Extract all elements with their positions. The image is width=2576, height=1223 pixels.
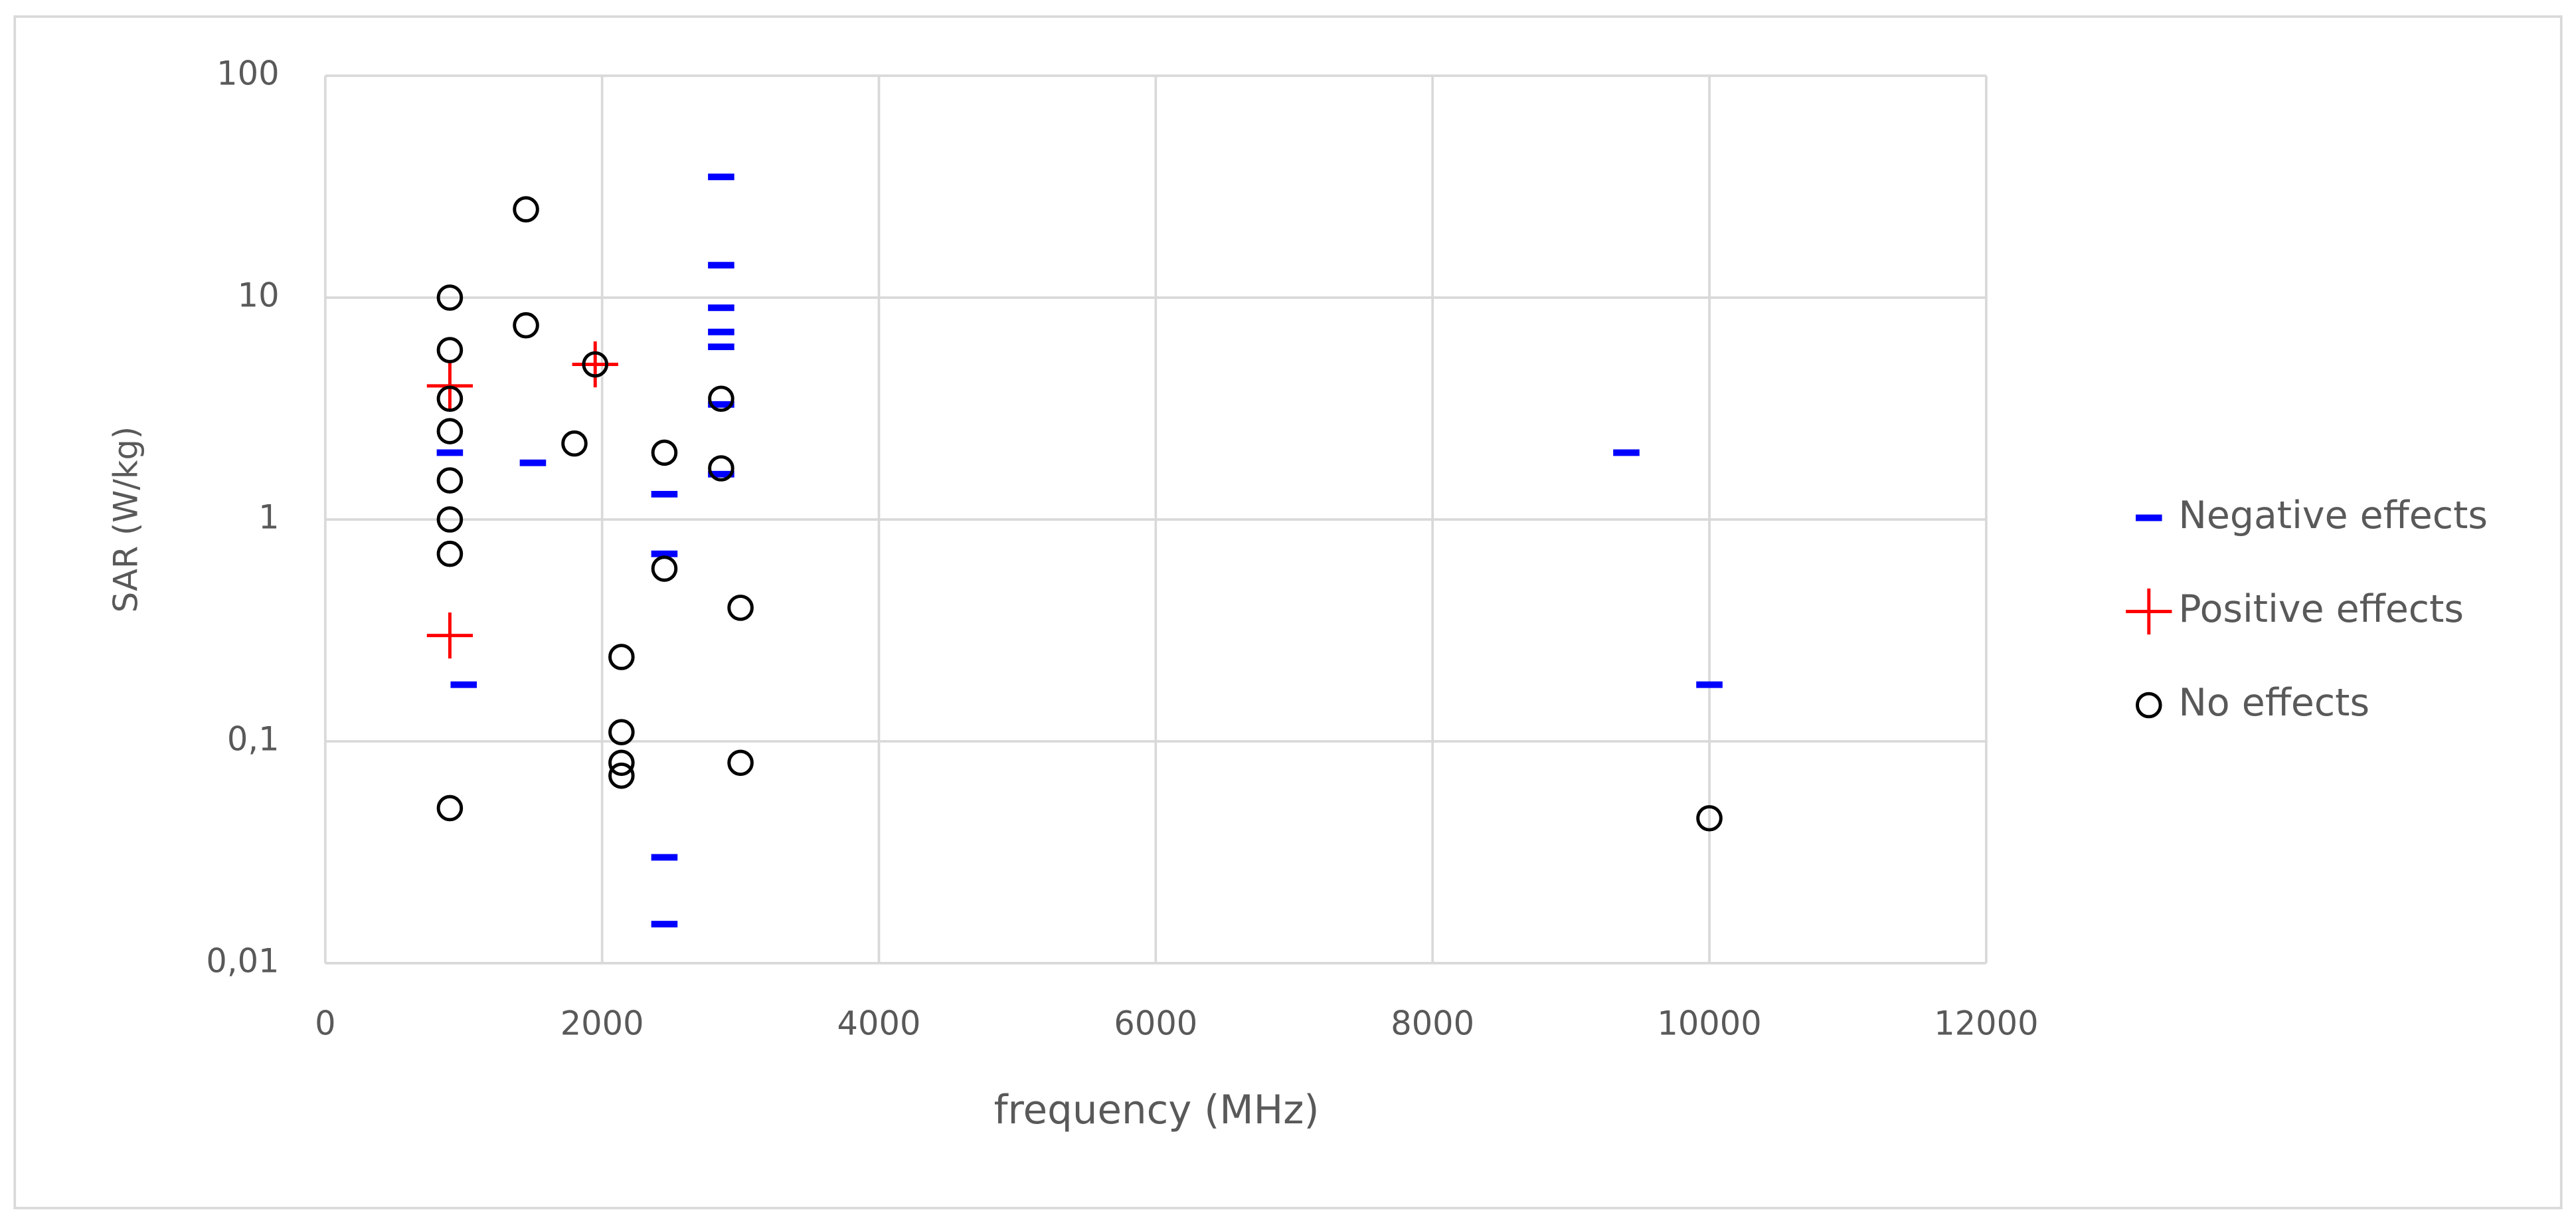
marker-circle bbox=[727, 595, 754, 621]
marker-circle bbox=[436, 418, 464, 444]
y-tick-label: 100 bbox=[216, 54, 279, 93]
marker-circle bbox=[608, 749, 635, 777]
x-tick-label: 4000 bbox=[837, 1004, 921, 1042]
legend-label: Negative effects bbox=[2178, 494, 2488, 537]
marker-circle bbox=[708, 455, 734, 482]
marker-circle bbox=[727, 749, 754, 777]
marker-circle bbox=[436, 540, 464, 567]
marker-dash bbox=[436, 449, 464, 456]
y-tick-label: 0,1 bbox=[227, 719, 280, 758]
marker-circle bbox=[513, 196, 539, 223]
marker-dash bbox=[708, 262, 734, 269]
marker-circle bbox=[436, 337, 464, 363]
marker-dash bbox=[651, 550, 678, 557]
legend-label: No effects bbox=[2178, 681, 2369, 725]
marker-circle bbox=[651, 555, 678, 582]
marker-circle bbox=[436, 795, 464, 822]
marker-dash bbox=[519, 459, 547, 466]
legend-marker bbox=[2126, 588, 2172, 635]
marker-plus bbox=[572, 341, 618, 388]
marker-circle bbox=[1696, 804, 1723, 832]
marker-circle bbox=[651, 439, 678, 466]
marker-plus bbox=[426, 612, 473, 659]
marker-circle bbox=[582, 351, 609, 378]
y-axis-label: SAR (W/kg) bbox=[106, 426, 145, 612]
marker-dash bbox=[708, 173, 734, 181]
x-axis-label: frequency (MHz) bbox=[994, 1087, 1320, 1133]
legend-marker bbox=[2136, 514, 2162, 521]
marker-circle bbox=[608, 644, 635, 670]
marker-dash bbox=[1613, 449, 1640, 456]
y-tick-label: 10 bbox=[238, 276, 280, 314]
marker-dash bbox=[708, 304, 734, 312]
x-tick-label: 6000 bbox=[1114, 1004, 1197, 1042]
marker-dash bbox=[651, 854, 678, 861]
x-tick-label: 10000 bbox=[1657, 1004, 1761, 1042]
marker-circle bbox=[708, 385, 734, 413]
marker-circle bbox=[513, 312, 539, 339]
marker-circle bbox=[436, 467, 464, 494]
legend-item: No effects bbox=[2136, 681, 2369, 725]
y-tick-label: 0,01 bbox=[206, 941, 279, 980]
legend-marker bbox=[2136, 692, 2162, 719]
x-tick-label: 0 bbox=[315, 1004, 335, 1042]
marker-dash bbox=[1696, 681, 1723, 688]
x-tick-label: 12000 bbox=[1934, 1004, 2038, 1042]
marker-dash bbox=[708, 401, 734, 408]
marker-dash bbox=[651, 490, 678, 498]
legend-item: Negative effects bbox=[2136, 494, 2488, 537]
marker-dash bbox=[708, 328, 734, 335]
marker-dash bbox=[708, 343, 734, 351]
marker-circle bbox=[608, 719, 635, 745]
marker-circle bbox=[436, 385, 464, 413]
marker-dash bbox=[450, 681, 477, 688]
marker-circle bbox=[561, 430, 588, 457]
marker-dash bbox=[651, 921, 678, 928]
y-tick-label: 1 bbox=[258, 498, 279, 536]
marker-dash bbox=[708, 470, 734, 478]
legend-label: Positive effects bbox=[2178, 587, 2464, 631]
x-tick-label: 8000 bbox=[1391, 1004, 1474, 1042]
marker-circle bbox=[608, 762, 635, 789]
marker-circle bbox=[436, 284, 464, 311]
x-tick-label: 2000 bbox=[560, 1004, 644, 1042]
legend-item: Positive effects bbox=[2126, 587, 2464, 635]
marker-circle bbox=[436, 506, 464, 533]
